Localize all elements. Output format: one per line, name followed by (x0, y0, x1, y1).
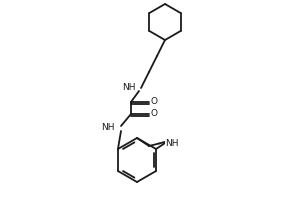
Text: NH: NH (101, 123, 115, 132)
Text: O: O (151, 98, 158, 106)
Text: O: O (151, 110, 158, 118)
Text: NH: NH (165, 139, 178, 148)
Text: NH: NH (122, 84, 136, 92)
